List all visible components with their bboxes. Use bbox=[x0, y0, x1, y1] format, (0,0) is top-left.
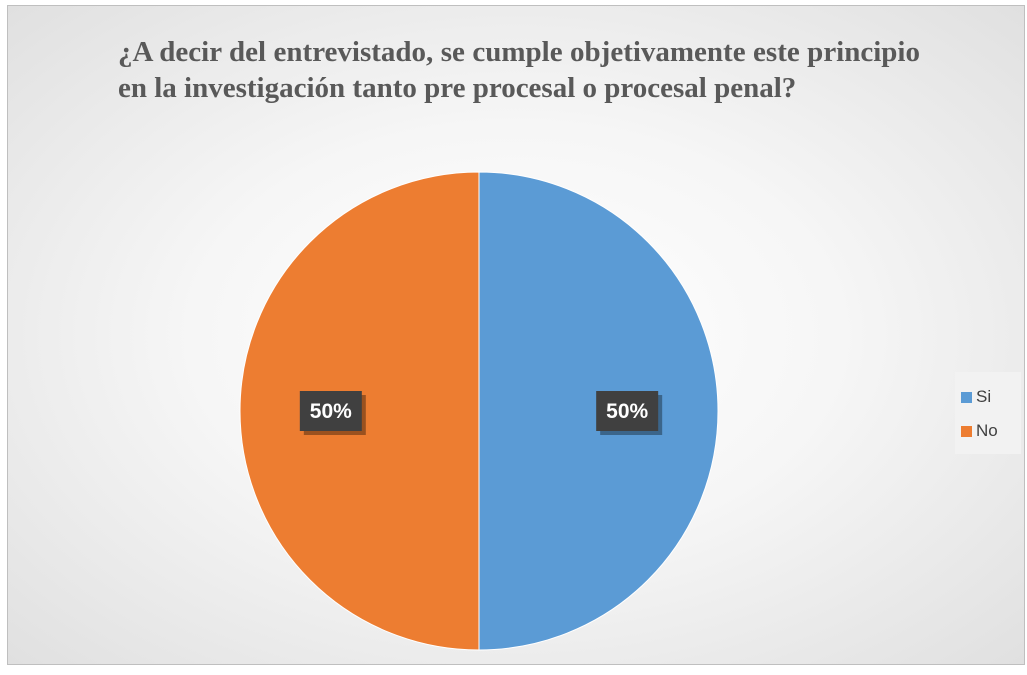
legend-swatch-si bbox=[961, 391, 972, 403]
data-label-box bbox=[299, 391, 362, 431]
chart-title: ¿A decir del entrevistado, se cumple obj… bbox=[118, 36, 920, 104]
legend-item-no: No bbox=[961, 420, 998, 442]
data-label-text: 50% bbox=[310, 400, 352, 423]
data-label-box bbox=[596, 391, 659, 431]
data-label-si: 50% bbox=[596, 391, 663, 435]
data-label-no: 50% bbox=[299, 391, 366, 435]
data-label-text: 50% bbox=[606, 400, 648, 423]
legend-label-no: No bbox=[976, 421, 998, 440]
legend-label-si: Si bbox=[976, 387, 992, 406]
legend-item-si: Si bbox=[961, 386, 991, 408]
legend-swatch-no bbox=[961, 425, 972, 437]
chart-legend: Si No bbox=[955, 372, 1021, 454]
